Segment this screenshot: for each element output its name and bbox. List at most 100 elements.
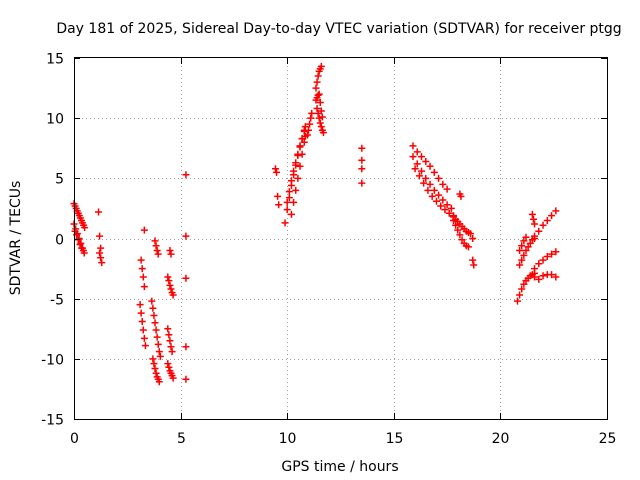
series-arc-39 [531,207,560,242]
data-point [151,237,159,245]
series-arc-35 [516,233,530,255]
series-arc-21 [303,109,316,139]
series-arc-12 [164,273,177,299]
data-point [155,348,163,356]
data-point [271,165,279,173]
series-arc-8 [140,226,148,234]
y-tick-label: 15 [46,52,64,68]
data-point [520,251,528,259]
data-point [165,277,173,285]
series-arc-17 [271,165,283,209]
y-tick-label: 0 [55,233,64,249]
data-point [469,235,477,242]
data-points [70,62,560,386]
data-point [169,291,177,299]
data-point [306,120,314,128]
data-point [153,333,161,341]
data-point [308,109,316,117]
data-point [150,360,158,368]
data-point [539,256,547,264]
data-point [75,235,83,242]
series-arc-36 [528,210,539,228]
y-tick-label: 10 [46,112,64,128]
data-point [151,364,159,372]
data-point [168,348,176,356]
data-point [151,319,159,327]
data-point [294,174,302,182]
data-point [283,206,291,214]
data-point [452,221,460,229]
data-point [428,192,436,200]
data-point [76,241,84,249]
data-point [182,274,190,282]
data-point [439,196,447,204]
data-point [528,210,536,218]
data-point [470,261,478,269]
data-point [140,226,148,234]
data-point [283,198,291,206]
data-point [543,253,551,261]
data-point [415,172,423,180]
series-arc-16 [182,171,190,383]
data-point [169,374,177,382]
data-point [167,343,175,351]
data-point [312,84,320,92]
data-point [95,208,103,216]
x-tick-label: 25 [599,431,617,447]
series-arc-27 [409,153,455,212]
y-tick-label: -10 [41,353,64,369]
data-point [96,249,104,257]
data-point [531,235,539,242]
data-point [165,363,173,371]
data-point [314,72,322,80]
data-point [148,297,156,305]
data-point [409,153,417,161]
data-point [300,127,308,135]
data-point [298,150,306,158]
data-point [300,138,308,146]
data-point [531,265,539,273]
data-point [522,233,530,241]
data-point [79,247,87,255]
data-point [426,162,434,170]
data-point [413,160,421,168]
data-point [418,153,426,161]
axis-ticks: 0 5 10 15 20 25 -15 -10 -5 0 5 10 15 [41,52,616,448]
data-point [413,148,421,156]
data-point [153,247,161,255]
data-point [285,188,293,196]
data-point [150,312,158,320]
data-point [445,209,453,217]
x-tick-label: 20 [492,431,510,447]
data-point [273,168,281,176]
series-arc-37 [531,271,560,283]
data-point [443,201,451,209]
data-point [313,105,321,113]
data-point [548,250,556,258]
data-point [318,113,326,121]
data-point [287,210,295,218]
data-point [138,318,146,326]
data-point [149,355,157,363]
data-point [424,186,432,194]
data-point [439,180,447,188]
data-point [358,179,366,187]
data-point [307,114,315,122]
data-point [317,123,325,131]
data-point [97,254,105,262]
data-point [529,215,537,223]
data-point [96,232,104,240]
data-point [140,334,148,342]
data-point [314,91,322,99]
series-arc-33 [513,269,539,305]
x-axis-label: GPS time / hours [281,459,398,475]
data-point [437,202,445,210]
data-point [167,285,175,293]
data-point [77,239,85,247]
data-point [535,227,543,235]
x-tick-label: 5 [177,431,186,447]
data-point [456,231,464,239]
series-arc-28 [411,165,457,220]
y-tick-label: 5 [55,172,64,188]
data-point [422,174,430,182]
